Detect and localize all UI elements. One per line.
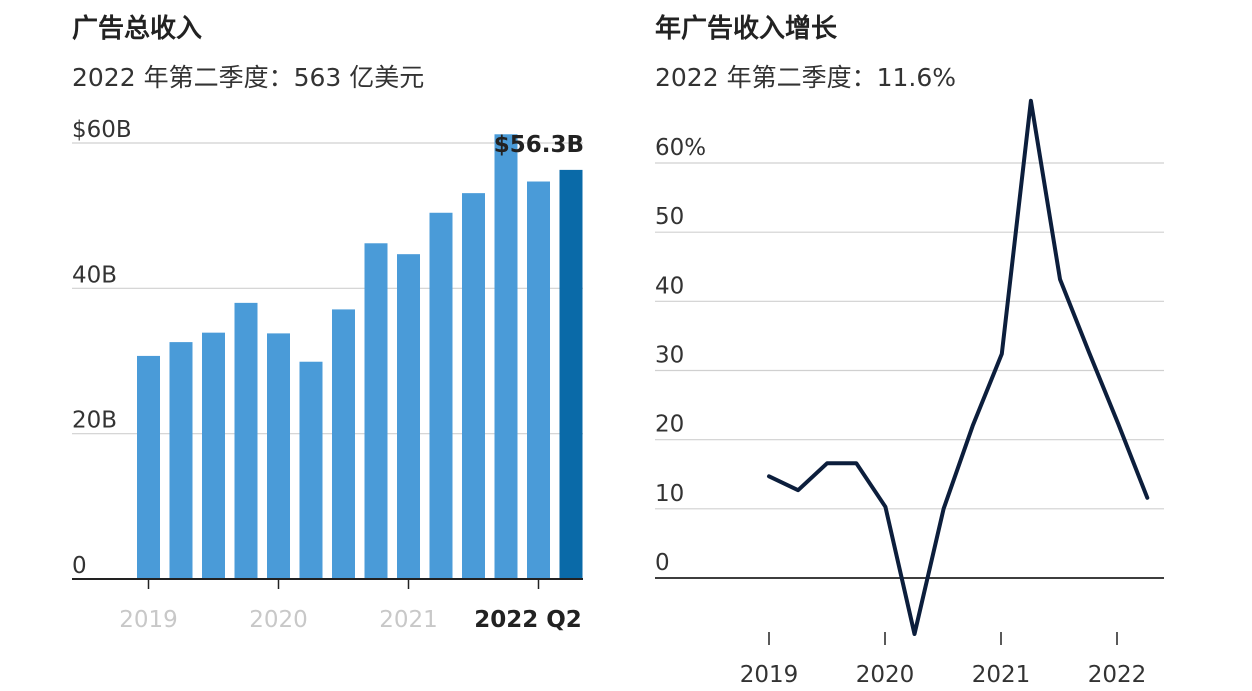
bar [397,254,420,579]
bar [429,212,453,579]
bar [527,181,550,579]
ad-revenue-panel: 广告总收入 2022 年第二季度：563 亿美元 0 20B 40B $60B 2019… [0,0,620,691]
bar [234,302,258,579]
line-chart: 0 10 20 30 40 50 60% 2019 2020 2021 2022 [655,98,1164,688]
bar [462,193,485,579]
bar [332,309,355,579]
ad-growth-panel: 年广告收入增长 2022 年第二季度：11.6% 0 10 20 30 40 50 60% 2… [630,0,1252,691]
x-tick-label: 2019 [119,607,178,633]
bar [267,333,290,579]
y-tick-label: 10 [655,481,684,507]
x-tick-label: 2022 [1088,662,1147,688]
y-tick-label: 0 [72,553,87,579]
y-tick-label: 20B [72,408,117,434]
y-tick-label: 40 [655,273,684,299]
bar [494,134,518,579]
x-tick-label: 2020 [249,607,308,633]
x-tick-label: 2019 [740,662,799,688]
left-chart-title: 广告总收入 [72,14,203,44]
x-tick-label: 2021 [972,662,1031,688]
bar [202,332,225,579]
bar [169,342,193,579]
y-tick-label: 30 [655,343,684,369]
y-tick-label: 40B [72,262,117,288]
y-tick-label: 60% [655,135,706,161]
bar [364,243,388,579]
bar [137,355,160,579]
bar [559,169,583,580]
x-tick-label: 2020 [856,662,915,688]
bar [299,361,323,579]
y-tick-label: $60B [72,117,132,143]
growth-line [767,98,1150,636]
highlight-value-label: $56.3B [494,132,584,158]
right-chart-subtitle: 2022 年第二季度：11.6% [655,63,956,92]
x-tick-label: 2021 [379,607,438,633]
x-tick-label: 2022 Q2 [474,607,582,633]
bar-chart: 0 20B 40B $60B 2019 2020 2021 2022 Q2 $56.3B [72,117,584,633]
y-tick-label: 20 [655,412,684,438]
right-chart-title: 年广告收入增长 [655,14,838,44]
y-tick-label: 0 [655,550,670,576]
left-chart-subtitle: 2022 年第二季度：563 亿美元 [72,63,425,92]
y-tick-label: 50 [655,204,684,230]
